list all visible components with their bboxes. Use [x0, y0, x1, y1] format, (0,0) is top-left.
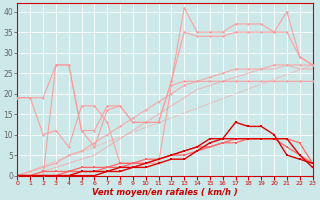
X-axis label: Vent moyen/en rafales ( km/h ): Vent moyen/en rafales ( km/h )	[92, 188, 238, 197]
